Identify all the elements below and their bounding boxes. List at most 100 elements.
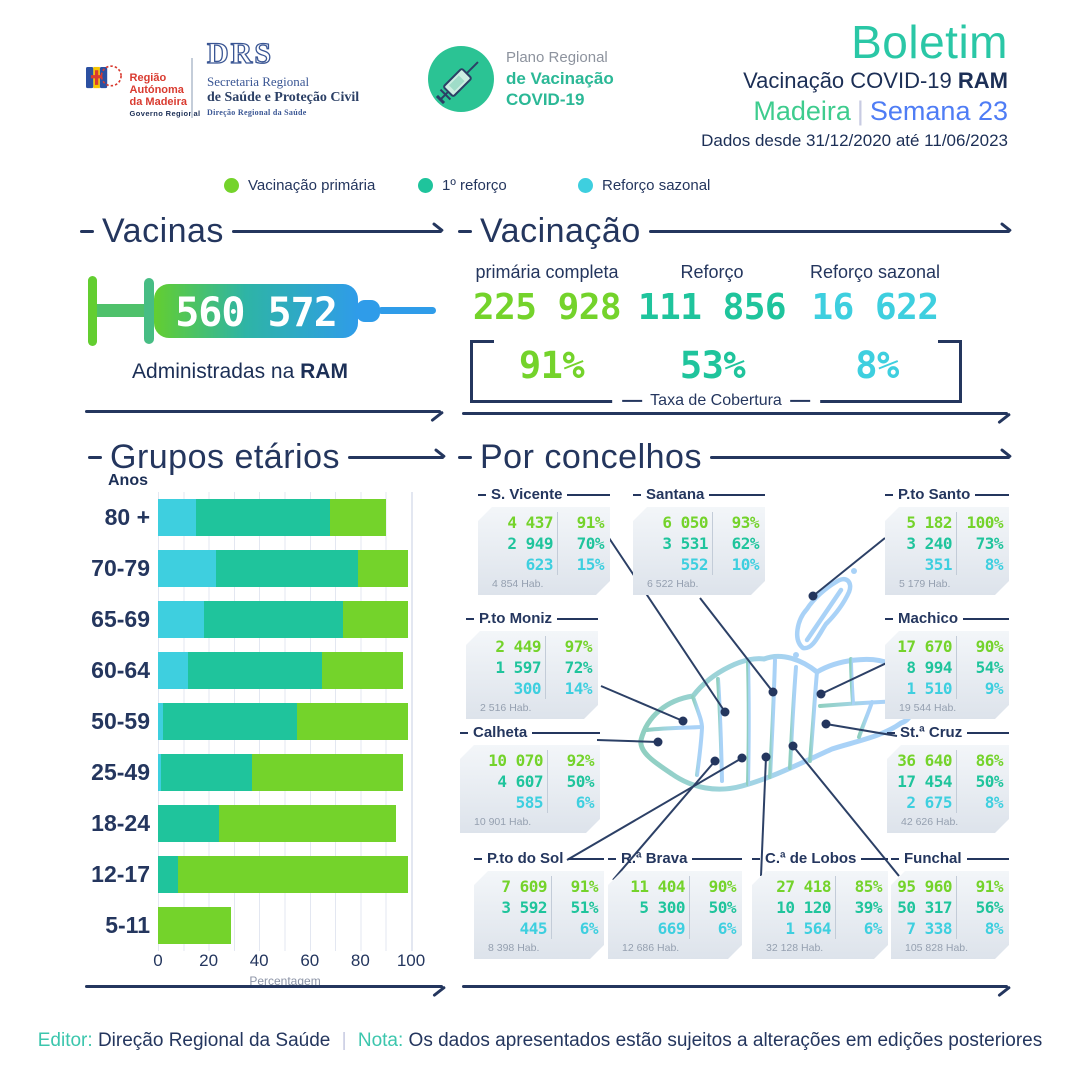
x-axis: 0 20 40 60 80 100: [153, 951, 425, 973]
age-group-label: 60-64: [91, 657, 150, 683]
boost-count: 1 597: [495, 658, 541, 677]
plano-line2: de Vacinação: [506, 69, 614, 88]
bar-segment-seasonal: [158, 499, 196, 536]
bar-row: 65-69: [76, 594, 416, 645]
boost-pct: 54%: [975, 658, 1003, 677]
concelho-stats-panel: 10 070 92% 4 607 50% 585 6% 10 901 Hab.: [460, 745, 600, 833]
primary-pct: 90%: [975, 637, 1003, 656]
row-divider: [956, 876, 957, 897]
primary-count: 36 640: [897, 751, 952, 770]
row-divider: [712, 512, 713, 533]
primary-count: 4 437: [507, 513, 553, 532]
axis-tick: 80: [350, 951, 370, 970]
seasonal-pct: 8%: [984, 919, 1003, 938]
primary-row: 5 182 100%: [889, 512, 1003, 533]
plano-line3: COVID-19: [506, 90, 585, 109]
row-divider: [956, 897, 957, 918]
row-divider: [835, 897, 836, 918]
population: 2 516 Hab.: [480, 702, 532, 714]
seasonal-pct: 15%: [576, 555, 604, 574]
primary-count: 6 050: [662, 513, 708, 532]
ram-gov: Governo Regional: [129, 109, 201, 118]
boost-pct: 62%: [731, 534, 759, 553]
legend-dot-seasonal: [578, 178, 593, 193]
concelho-card-title: S. Vicente: [478, 486, 610, 503]
axis-tick: 100: [396, 951, 426, 970]
legend-label: Reforço sazonal: [602, 177, 711, 194]
madeira-flag-icon: [86, 65, 122, 89]
concelho-name: Funchal: [904, 850, 962, 867]
concelho-stats-panel: 95 960 91% 50 317 56% 7 338 8% 105 828 H…: [891, 871, 1009, 959]
bar-track: [158, 754, 411, 791]
title-line: [557, 617, 598, 620]
title-dash: [458, 456, 472, 459]
title-dash: [752, 857, 760, 860]
bar-row: 80 +: [76, 492, 416, 543]
footer-note: Editor: Direção Regional da Saúde | Nota…: [37, 1030, 1043, 1051]
boost-pct: 72%: [564, 658, 592, 677]
primary-row: 10 070 92%: [464, 750, 594, 771]
seasonal-pct: 10%: [731, 555, 759, 574]
seasonal-row: 1 564 6%: [756, 918, 882, 939]
region-week: Madeira | Semana 23: [753, 96, 1008, 126]
concelho-card: S. Vicente 4 437 91% 2 949 70% 623 15% 4…: [478, 486, 610, 595]
concelho-card-title: Calheta: [460, 724, 600, 741]
legend-label: Vacinação primária: [248, 177, 376, 194]
coverage-label: Taxa de Cobertura: [612, 391, 820, 410]
coverage-box: 91% 53% 8% Taxa de Cobertura: [470, 340, 962, 410]
drs-line2: de Saúde e Proteção Civil: [207, 90, 360, 105]
stat-seasonal: Reforço sazonal 16 622: [792, 262, 958, 327]
row-divider: [712, 554, 713, 575]
seasonal-row: 623 15%: [482, 554, 604, 575]
title-dash: [478, 493, 486, 496]
concelho-name: Machico: [898, 610, 959, 627]
boost-count: 10 120: [776, 898, 831, 917]
nota-value: Os dados apresentados estão sujeitos a a…: [408, 1030, 1043, 1051]
seasonal-pct: 9%: [984, 679, 1003, 698]
population: 10 901 Hab.: [474, 816, 532, 828]
section-title: Grupos etários: [110, 438, 340, 476]
primary-row: 36 640 86%: [891, 750, 1003, 771]
concelho-card: P.to do Sol 7 609 91% 3 592 51% 445 6% 8…: [474, 850, 604, 959]
title-line: [567, 493, 610, 496]
boost-pct: 73%: [975, 534, 1003, 553]
row-divider: [545, 678, 546, 699]
bar-segment-seasonal: [158, 601, 204, 638]
bar-row: 70-79: [76, 543, 416, 594]
age-group-label: 18-24: [91, 810, 150, 836]
concelho-card-title: P.to do Sol: [474, 850, 604, 867]
title-dash: [80, 230, 94, 233]
seasonal-pct: 6%: [863, 919, 882, 938]
vaccination-stats: primária completa 225 928 Reforço 111 85…: [462, 262, 958, 327]
section-title: Por concelhos: [480, 438, 702, 476]
primary-pct: 100%: [966, 513, 1003, 532]
concelhos-panel: S. Vicente 4 437 91% 2 949 70% 623 15% 4…: [455, 478, 1010, 990]
bar-segment-boost: [158, 754, 252, 791]
row-divider: [547, 771, 548, 792]
title-line: [231, 230, 442, 233]
row-divider: [835, 876, 836, 897]
concelho-name: St.ª Cruz: [900, 724, 963, 741]
bar-track: [158, 805, 411, 842]
concelho-card-title: Machico: [885, 610, 1009, 627]
title-dash: [885, 617, 893, 620]
concelho-card-title: Santana: [633, 486, 765, 503]
row-divider: [557, 554, 558, 575]
concelho-card-title: P.to Moniz: [466, 610, 598, 627]
seasonal-count: 2 675: [906, 793, 952, 812]
bar-track: [158, 499, 411, 536]
population: 105 828 Hab.: [905, 942, 969, 954]
age-group-label: 70-79: [91, 555, 150, 581]
header-divider: [191, 58, 193, 118]
bar-track: [158, 550, 411, 587]
concelho-name: P.to Santo: [898, 486, 971, 503]
seasonal-pct: 6%: [579, 919, 598, 938]
concelho-stats-panel: 2 449 97% 1 597 72% 300 14% 2 516 Hab.: [466, 631, 598, 719]
concelho-name: Calheta: [473, 724, 528, 741]
total-doses: 560 572: [175, 290, 338, 336]
boost-row: 4 607 50%: [464, 771, 594, 792]
title-dash: [474, 857, 482, 860]
concelho-card: Funchal 95 960 91% 50 317 56% 7 338 8% 1…: [891, 850, 1009, 959]
title-line: [532, 731, 600, 734]
primary-count: 27 418: [776, 877, 831, 896]
